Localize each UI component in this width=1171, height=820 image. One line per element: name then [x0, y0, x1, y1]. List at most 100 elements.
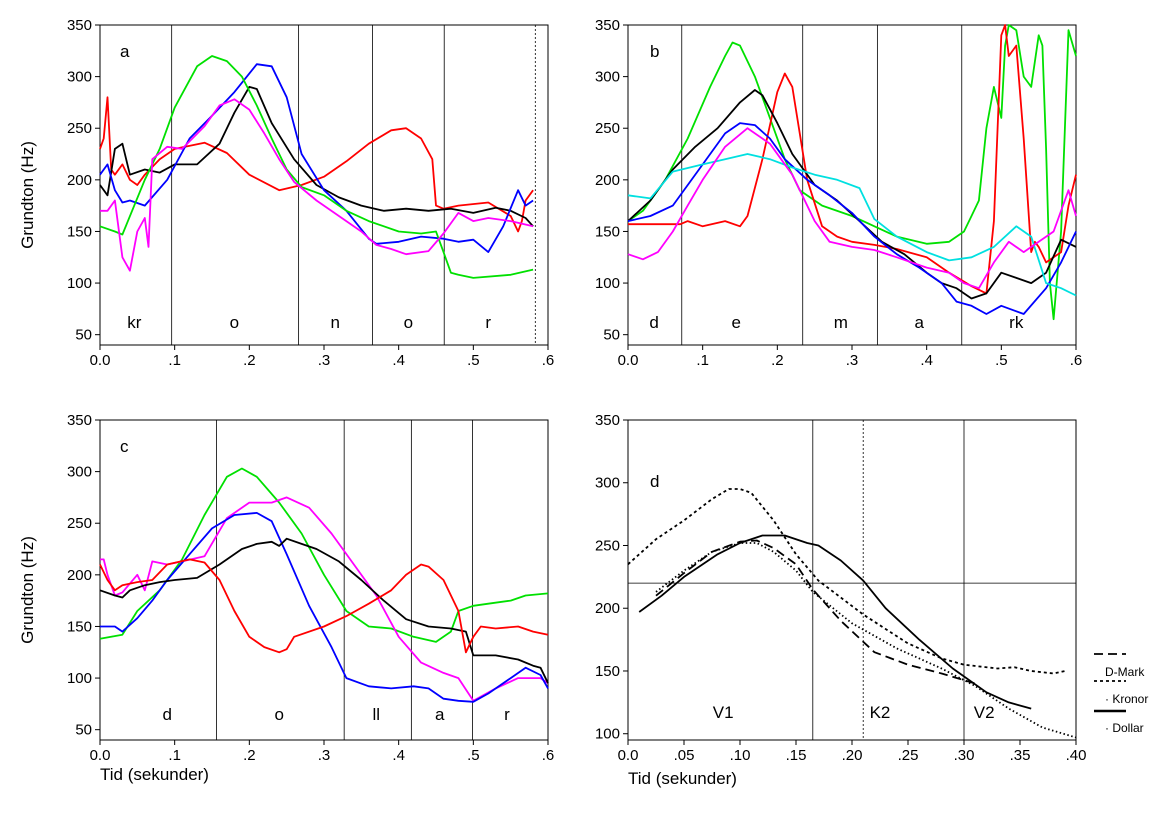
segment-label-d: V1: [713, 703, 734, 722]
y-tick-label-a: 50: [75, 327, 92, 344]
panel-d: 0.0 .05 .10 .15 .20 .25 .30 .35 .40 100 150 200 250 3…: [595, 412, 1148, 764]
segment-label-d: K2: [870, 703, 891, 722]
y-tick-label-b: 50: [603, 327, 620, 344]
series-line-c-0000ff: [100, 512, 549, 703]
x-tick-label-c: .4: [392, 747, 405, 764]
x-tick-label-a: .6: [542, 352, 555, 369]
segment-label-c: a: [435, 705, 445, 724]
x-tick-label-b: .6: [1070, 352, 1083, 369]
y-tick-label-c: 350: [67, 412, 92, 429]
segment-label-a: kr: [127, 313, 142, 332]
plot-area-b: 0.0 .1 .2 .3 .4 .5 .6 50 100 150 200 250 300 350 d e m a r…: [595, 17, 1082, 369]
segment-label-c: r: [504, 705, 510, 724]
x-tick-label-b: .3: [846, 352, 859, 369]
x-tick-label-c: .1: [168, 747, 181, 764]
y-tick-label-c: 300: [67, 464, 92, 481]
y-tick-label-c: 250: [67, 515, 92, 532]
segment-label-b: e: [732, 313, 741, 332]
x-tick-label-c: .6: [542, 747, 555, 764]
x-tick-label-b: 0.0: [618, 352, 639, 369]
plot-area-d: 0.0 .05 .10 .15 .20 .25 .30 .35 .40 100 150 200 250 3…: [595, 412, 1086, 764]
y-tick-label-a: 100: [67, 275, 92, 292]
x-tick-label-a: .1: [168, 352, 181, 369]
legend-label-d-mark: D-Mark: [1105, 665, 1145, 679]
y-tick-label-d: 100: [595, 726, 620, 743]
x-tick-label-c: 0.0: [90, 747, 111, 764]
plot-area-a: 0.0 .1 .2 .3 .4 .5 .6 50 100 150 200 250 300 350 kr o n o…: [67, 17, 554, 369]
x-tick-label-a: .2: [243, 352, 256, 369]
y-tick-label-a: 200: [67, 172, 92, 189]
x-tick-label-d: .10: [730, 747, 751, 764]
panel-a: Grundton (Hz) 0.0 .1 .2 .3 .4 .5 .6 50 100 150 200…: [18, 17, 554, 369]
y-tick-label-a: 350: [67, 17, 92, 34]
series-line-a-ff00ff: [100, 98, 534, 272]
y-tick-label-a: 300: [67, 69, 92, 86]
x-tick-label-d: .30: [954, 747, 975, 764]
segment-label-b: a: [914, 313, 924, 332]
series-line-c-000000: [99, 537, 549, 684]
segment-label-d: V2: [974, 703, 995, 722]
y-tick-label-c: 200: [67, 567, 92, 584]
y-tick-label-d: 300: [595, 475, 620, 492]
y-tick-label-d: 150: [595, 663, 620, 680]
x-tick-label-a: .3: [318, 352, 331, 369]
x-tick-label-d: 0.0: [618, 747, 639, 764]
x-axis-label-right: Tid (sekunder): [628, 769, 737, 788]
y-tick-label-b: 250: [595, 120, 620, 137]
x-tick-label-c: .5: [467, 747, 480, 764]
y-tick-label-d: 250: [595, 537, 620, 554]
plot-area-c: 0.0 .1 .2 .3 .4 .5 .6 50 100 150 200 250 300 350 d o ll a…: [67, 412, 554, 764]
segment-label-a: n: [330, 313, 339, 332]
x-tick-label-b: .4: [920, 352, 933, 369]
segment-label-b: d: [649, 313, 658, 332]
x-tick-label-d: .25: [898, 747, 919, 764]
legend-d: D-Mark · Kronor · Dollar: [1094, 653, 1148, 735]
x-tick-label-d: .20: [842, 747, 863, 764]
x-tick-label-a: .4: [392, 352, 405, 369]
series-line-a-000000: [99, 86, 534, 227]
series-line-d-dollar: [638, 534, 1032, 710]
legend-label-kronor: · Kronor: [1105, 692, 1148, 706]
plot-frame-a: [99, 24, 549, 346]
y-tick-label-a: 150: [67, 223, 92, 240]
y-tick-label-b: 300: [595, 69, 620, 86]
y-axis-label-a: Grundton (Hz): [18, 141, 37, 249]
series-line-b-ff00ff: [627, 127, 1077, 290]
segment-label-a: o: [404, 313, 413, 332]
y-tick-label-c: 150: [67, 618, 92, 635]
x-tick-label-c: .3: [318, 747, 331, 764]
y-tick-label-b: 100: [595, 275, 620, 292]
series-line-b-ff0000: [628, 24, 1077, 295]
x-tick-label-d: .05: [674, 747, 695, 764]
y-tick-label-d: 200: [595, 600, 620, 617]
series-line-c-ff0000: [99, 558, 549, 654]
y-tick-label-d: 350: [595, 412, 620, 429]
segment-label-b: m: [834, 313, 848, 332]
plot-frame-d: [627, 419, 1077, 741]
y-tick-label-b: 200: [595, 172, 620, 189]
panel-letter-c: c: [120, 437, 129, 456]
legend-label-dollar: · Dollar: [1105, 721, 1144, 735]
segment-label-c: d: [162, 705, 171, 724]
x-tick-label-c: .2: [243, 747, 256, 764]
x-tick-label-d: .35: [1010, 747, 1031, 764]
segment-label-c: ll: [372, 705, 380, 724]
y-tick-label-c: 100: [67, 670, 92, 687]
series-line-a-00e000: [99, 55, 534, 279]
series-line-c-ff00ff: [100, 496, 549, 702]
x-tick-label-a: 0.0: [90, 352, 111, 369]
panel-letter-d: d: [650, 472, 659, 491]
y-tick-label-b: 350: [595, 17, 620, 34]
x-tick-label-b: .5: [995, 352, 1008, 369]
x-tick-label-b: .1: [696, 352, 709, 369]
segment-label-a: o: [230, 313, 239, 332]
series-line-a-0000ff: [99, 63, 534, 254]
panel-b: 0.0 .1 .2 .3 .4 .5 .6 50 100 150 200 250 300 350 d e m a r…: [595, 17, 1082, 369]
series-line-d-kronor: [627, 488, 1065, 675]
series-line-c-00e000: [99, 467, 549, 643]
y-tick-label-b: 150: [595, 223, 620, 240]
panel-c: Grundton (Hz) 0.0 .1 .2 .3 .4 .5 .6 50 100 150 200…: [18, 412, 554, 764]
x-tick-label-a: .5: [467, 352, 480, 369]
x-axis-label-left: Tid (sekunder): [100, 765, 209, 784]
panel-letter-a: a: [120, 42, 130, 61]
